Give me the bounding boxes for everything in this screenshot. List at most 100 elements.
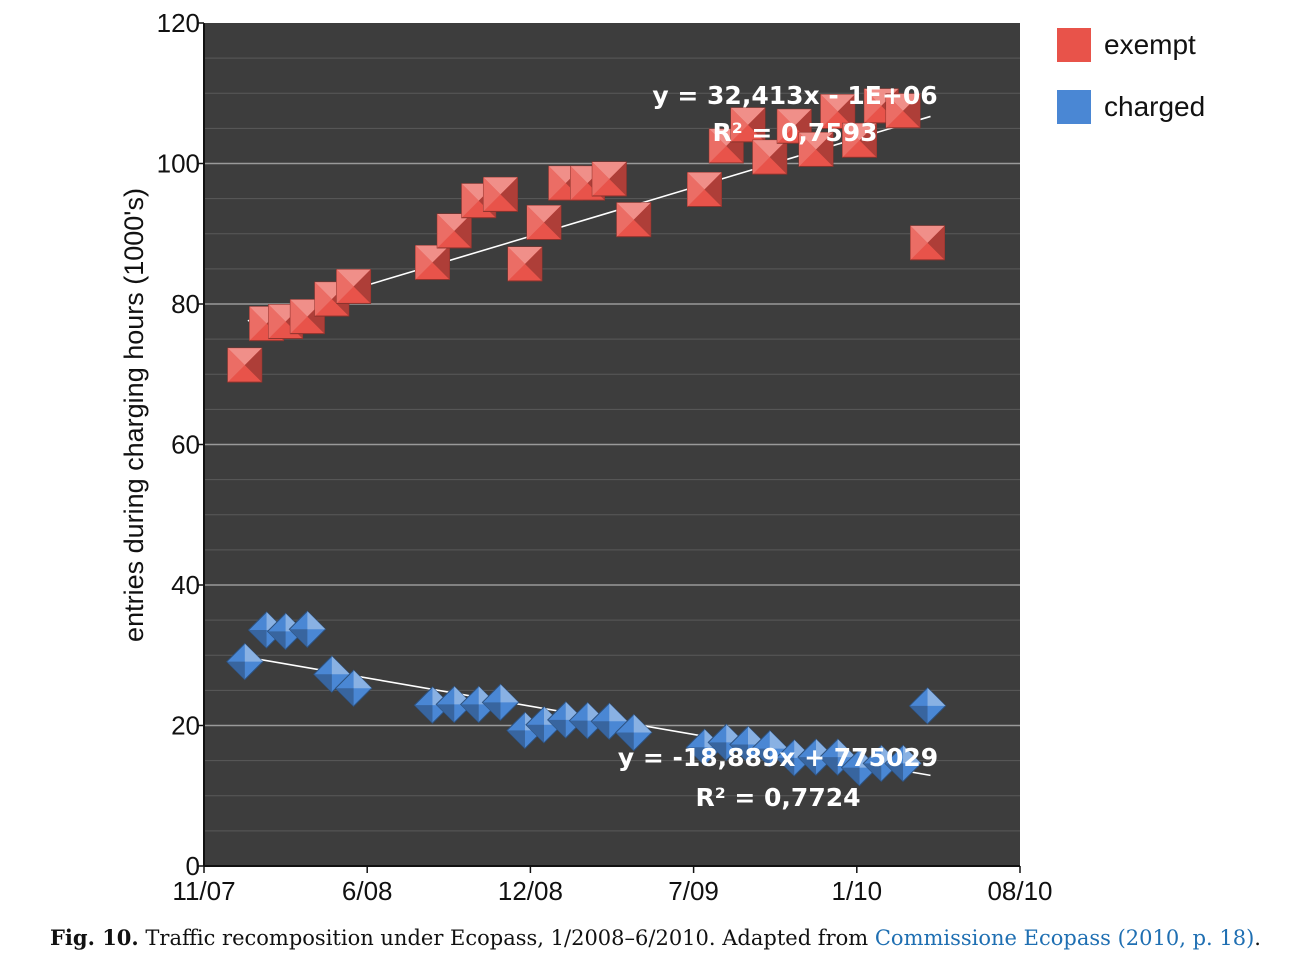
marker-facet xyxy=(227,348,262,366)
marker-facet xyxy=(500,177,518,212)
charged-point xyxy=(481,683,520,722)
marker-facet xyxy=(353,269,371,304)
marker-facet xyxy=(591,721,610,740)
marker-facet xyxy=(609,161,627,196)
marker-facet xyxy=(730,744,748,763)
legend-label-charged: charged xyxy=(1104,91,1205,122)
marker-facet xyxy=(842,123,860,158)
scatter-chart: 0 20 40 60 80 100 120 11/07 6/08 12/08 7/09 1/10 08/… xyxy=(119,8,1205,906)
charged-point xyxy=(334,669,373,707)
charged-point xyxy=(288,610,327,648)
marker-facet xyxy=(313,674,332,693)
legend-label-exempt: exempt xyxy=(1104,29,1196,60)
marker-facet xyxy=(910,225,945,243)
marker-facet xyxy=(331,656,350,675)
marker-facet xyxy=(903,93,921,128)
marker-facet xyxy=(248,629,267,648)
marker-facet xyxy=(548,166,566,201)
marker-facet xyxy=(820,94,855,112)
marker-facet xyxy=(415,245,450,263)
marker-facet xyxy=(226,661,245,680)
marker-facet xyxy=(687,172,722,190)
marker-facet xyxy=(776,757,795,776)
legend-swatch-charged xyxy=(1057,90,1091,124)
marker-facet xyxy=(615,732,634,751)
data-points xyxy=(226,88,947,787)
marker-facet xyxy=(460,704,479,723)
exempt-point xyxy=(798,131,834,167)
marker-facet xyxy=(799,132,833,150)
marker-facet xyxy=(592,161,610,196)
marker-facet xyxy=(249,306,267,341)
marker-facet xyxy=(227,348,245,383)
charged-point xyxy=(226,642,264,681)
marker-facet xyxy=(910,225,928,260)
x-tick-label: 7/09 xyxy=(668,876,719,906)
y-tick-label: 100 xyxy=(157,149,200,179)
exempt-point xyxy=(507,246,543,282)
caption-citation-link[interactable]: Commissione Ecopass (2010, p. 18) xyxy=(874,926,1255,950)
marker-facet xyxy=(527,205,544,240)
marker-facet xyxy=(547,719,566,738)
legend: exempt charged xyxy=(1057,28,1205,124)
exempt-point xyxy=(910,225,946,261)
exempt-equation: y = 32,413x - 1E+06 xyxy=(652,81,937,110)
y-tick-label: 60 xyxy=(171,430,200,460)
marker-facet xyxy=(268,304,286,339)
marker-facet xyxy=(842,123,877,141)
marker-facet xyxy=(569,720,588,739)
charged-point xyxy=(615,713,653,752)
charged-point xyxy=(884,744,922,783)
marker-facet xyxy=(289,629,308,648)
marker-facet xyxy=(686,747,705,766)
marker-facet xyxy=(769,140,787,175)
exempt-point xyxy=(591,161,627,197)
marker-facet xyxy=(500,684,519,703)
marker-facet xyxy=(769,730,788,749)
marker-facet xyxy=(482,702,501,721)
marker-facet xyxy=(798,757,816,776)
marker-facet xyxy=(414,705,433,724)
charged-point xyxy=(908,687,947,725)
exempt-point xyxy=(820,94,856,130)
marker-facet xyxy=(592,161,627,179)
marker-facet xyxy=(336,269,371,287)
marker-facet xyxy=(708,742,727,761)
figure-caption: Fig. 10. Traffic recomposition under Eco… xyxy=(50,925,1290,950)
charged-r2: R² = 0,7724 xyxy=(695,783,860,812)
y-tick-label: 0 xyxy=(186,851,200,881)
marker-facet xyxy=(819,757,838,776)
marker-facet xyxy=(436,704,455,723)
marker-facet xyxy=(863,763,882,782)
marker-facet xyxy=(841,767,860,786)
charged-equation: y = -18,889x + 775029 xyxy=(618,743,938,772)
marker-facet xyxy=(437,213,455,248)
marker-facet xyxy=(507,246,525,281)
marker-facet xyxy=(687,172,705,207)
exempt-point xyxy=(752,139,788,175)
exempt-point xyxy=(616,202,652,238)
y-tick-label: 80 xyxy=(171,289,200,319)
legend-swatch-exempt xyxy=(1057,28,1091,62)
marker-facet xyxy=(751,748,770,767)
marker-facet xyxy=(777,109,812,127)
exempt-point xyxy=(885,93,921,129)
marker-facet xyxy=(837,94,855,129)
marker-facet xyxy=(432,245,450,280)
marker-facet xyxy=(314,282,332,317)
marker-facet xyxy=(616,202,634,237)
marker-facet xyxy=(633,202,651,237)
marker-facet xyxy=(335,688,354,707)
marker-facet xyxy=(483,177,501,212)
marker-facet xyxy=(244,348,262,383)
exempt-point xyxy=(227,347,263,383)
exempt-point xyxy=(686,171,722,207)
marker-facet xyxy=(461,183,479,218)
marker-facet xyxy=(820,94,838,129)
marker-facet xyxy=(524,246,542,281)
marker-facet xyxy=(415,245,433,280)
marker-facet xyxy=(859,123,877,158)
x-tick-label: 6/08 xyxy=(342,876,393,906)
x-tick-label: 12/08 xyxy=(498,876,563,906)
marker-facet xyxy=(731,107,765,125)
